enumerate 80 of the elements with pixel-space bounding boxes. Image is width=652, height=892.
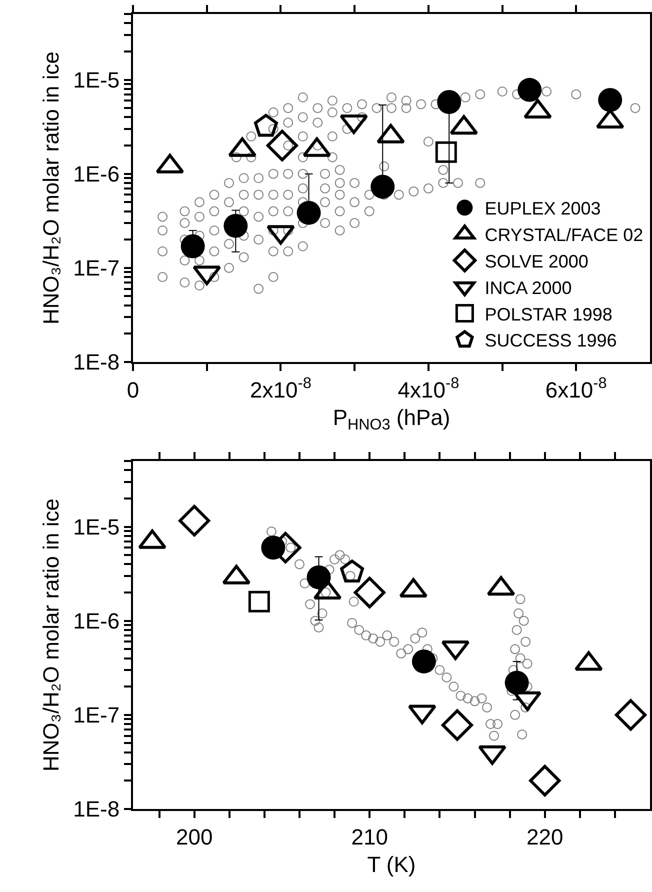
point xyxy=(340,554,350,564)
point xyxy=(442,672,452,682)
x-tick-label: 210 xyxy=(351,824,388,850)
point xyxy=(417,628,428,638)
x-tick-label: 0 xyxy=(126,377,140,402)
point xyxy=(410,633,420,644)
point xyxy=(314,622,324,632)
point xyxy=(382,630,392,640)
x-tick-label: 6x10$^{-8}$ xyxy=(545,375,607,402)
point xyxy=(529,764,561,796)
y-tick-label: 1E-8 xyxy=(73,350,120,375)
point xyxy=(348,596,359,607)
point xyxy=(514,608,524,618)
y-tick-label: 1E-6 xyxy=(73,162,120,187)
point xyxy=(470,696,480,706)
point xyxy=(300,578,310,588)
point xyxy=(178,504,210,536)
point xyxy=(489,730,500,741)
point xyxy=(515,594,526,604)
y-tick-label: 1E-7 xyxy=(73,256,120,281)
point xyxy=(512,624,522,635)
point xyxy=(330,554,340,564)
point xyxy=(368,633,378,644)
legend-label: INCA 2000 xyxy=(484,278,572,298)
point xyxy=(518,616,529,626)
point xyxy=(396,648,406,658)
point xyxy=(456,690,466,701)
x-tick-label: 220 xyxy=(526,824,564,850)
point xyxy=(482,702,492,712)
y-tick-label: 1E-8 xyxy=(73,796,120,822)
point xyxy=(347,618,358,628)
point xyxy=(266,526,276,537)
point xyxy=(510,644,520,654)
point xyxy=(294,559,304,570)
point xyxy=(310,616,320,626)
x-tick-label: 200 xyxy=(176,824,213,850)
point xyxy=(389,636,400,647)
point xyxy=(334,550,345,560)
point xyxy=(476,693,487,704)
y-tick-label: 1E-5 xyxy=(73,514,120,540)
point xyxy=(375,636,386,647)
point xyxy=(520,636,531,647)
point xyxy=(522,658,532,669)
point xyxy=(462,693,473,704)
y-axis-title: HNO₃/H₂O molar ratio in ice xyxy=(38,498,64,772)
point xyxy=(510,710,520,720)
x-axis-title: T (K) xyxy=(367,852,416,877)
y-axis-title: HNO₃/H₂O molar ratio in ice xyxy=(38,51,64,325)
legend-label: POLSTAR 1998 xyxy=(484,304,612,324)
x-tick-label: 4x10$^{-8}$ xyxy=(398,375,460,402)
legend-label: EUPLEX 2003 xyxy=(484,198,601,219)
point xyxy=(354,624,364,635)
point xyxy=(517,729,528,740)
point xyxy=(448,682,459,692)
x-axis-title: P$_{HNO3}$ (hPa) xyxy=(332,404,450,434)
point xyxy=(354,576,386,608)
legend-label: CRYSTAL/FACE 02 xyxy=(484,225,644,246)
y-tick-label: 1E-6 xyxy=(73,608,120,634)
point xyxy=(520,702,531,712)
point xyxy=(324,564,334,575)
y-tick-label: 1E-5 xyxy=(73,67,120,92)
point xyxy=(248,590,270,612)
point xyxy=(515,653,526,664)
point xyxy=(492,719,503,730)
point xyxy=(306,565,331,590)
point xyxy=(361,630,372,640)
point xyxy=(504,670,529,695)
point xyxy=(486,719,496,730)
point xyxy=(317,608,328,618)
point xyxy=(434,665,445,676)
point xyxy=(403,644,414,654)
y-tick-label: 1E-7 xyxy=(73,702,120,728)
point xyxy=(340,560,364,582)
x-tick-label: 2x10$^{-8}$ xyxy=(250,375,312,402)
point xyxy=(412,649,436,674)
point xyxy=(305,599,316,610)
legend-label: SUCCESS 1996 xyxy=(484,330,617,351)
point xyxy=(441,709,474,741)
point xyxy=(614,699,647,731)
legend-label: SOLVE 2000 xyxy=(484,251,588,272)
